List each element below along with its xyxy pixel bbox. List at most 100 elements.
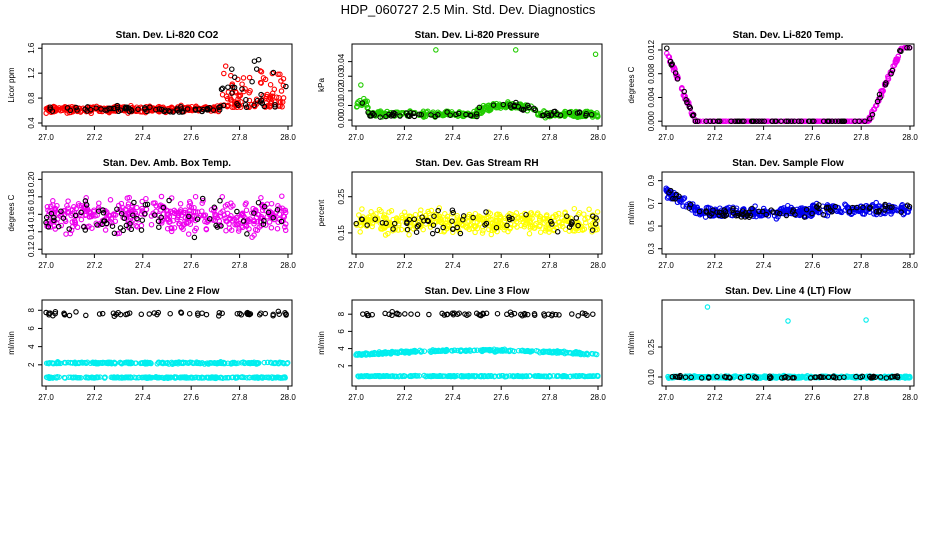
data-point-all [881, 209, 887, 216]
x-tick-label: 27.6 [805, 261, 821, 270]
data-point-all [536, 223, 543, 230]
data-point-selected [186, 213, 192, 220]
data-point-all [114, 230, 120, 237]
data-point-selected [275, 308, 282, 315]
data-point-selected [739, 208, 746, 214]
data-point-all [861, 211, 868, 217]
data-point-all [892, 58, 899, 65]
data-point-lower [43, 374, 50, 380]
data-point-selected [826, 118, 832, 124]
data-point-upper [429, 348, 436, 355]
x-tick-label: 27.0 [348, 261, 364, 270]
data-point-upper [108, 360, 115, 367]
data-point-lower [83, 374, 89, 380]
data-point-all [194, 209, 201, 215]
data-point-all [412, 219, 418, 225]
data-point-upper [364, 350, 371, 357]
data-point-all [139, 198, 145, 205]
data-point-selected [888, 71, 894, 77]
data-point-upper [138, 360, 144, 366]
data-point-selected [283, 83, 289, 90]
data-point-selected [566, 109, 573, 116]
data-point-upper [129, 360, 135, 366]
data-point-selected [102, 107, 108, 113]
data-point-all [168, 228, 175, 235]
data-point-selected [73, 104, 79, 111]
data-point-all [267, 81, 274, 88]
data-point-all [243, 222, 249, 229]
data-point-all [382, 215, 388, 221]
data-point-all [584, 215, 591, 221]
data-point-selected [414, 311, 421, 318]
data-point-all [78, 202, 85, 209]
data-point-all [866, 115, 872, 121]
data-point-selected [166, 197, 172, 204]
data-point-all [479, 108, 486, 114]
data-point-selected [490, 102, 497, 108]
data-point-selected [51, 217, 57, 224]
data-point-lower [178, 374, 184, 381]
x-tick-label: 27.8 [853, 393, 869, 402]
data-point-all [537, 214, 544, 220]
data-point-selected [249, 78, 255, 85]
data-point-selected [483, 209, 489, 215]
data-point-all [213, 212, 219, 218]
y-tick-label: 0.14 [27, 223, 36, 239]
data-point-upper [491, 346, 497, 353]
data-point-all [806, 209, 813, 216]
data-point-lower [109, 374, 116, 381]
data-point-all [379, 226, 386, 232]
data-point-all [118, 208, 125, 214]
data-point-selected [564, 213, 570, 219]
data-point-all [665, 53, 672, 59]
data-point-upper [413, 348, 420, 355]
x-tick-label: 28.0 [590, 261, 606, 270]
data-point-selected [483, 220, 490, 227]
data-point-selected [404, 226, 411, 233]
data-point-all [529, 223, 536, 230]
data-point-all [240, 75, 247, 81]
data-point-all [507, 211, 513, 217]
data-point-selected [147, 104, 153, 110]
chart-panel-3: Stan. Dev. Li-820 Temp.degrees C27.0 27.2… [627, 30, 918, 142]
data-point-all [454, 215, 460, 221]
data-point-selected [735, 118, 742, 124]
data-point-all [278, 88, 285, 94]
data-point-selected [251, 102, 257, 108]
data-point-selected [123, 222, 130, 229]
data-point-all [449, 211, 455, 217]
data-point-all [442, 211, 448, 217]
x-tick-label: 27.6 [805, 133, 821, 142]
data-point-selected [167, 310, 173, 317]
data-points [43, 56, 289, 117]
data-point-selected [142, 210, 148, 217]
data-point-all [130, 217, 136, 224]
data-point-selected [82, 198, 89, 204]
data-point-selected [83, 312, 89, 319]
chart-title: Stan. Dev. Amb. Box Temp. [103, 158, 231, 169]
data-point-all [442, 109, 448, 115]
data-point-selected [778, 118, 785, 124]
data-point-selected [759, 208, 766, 215]
data-point-all [885, 76, 892, 82]
data-point-selected [66, 312, 73, 319]
data-point-all [279, 193, 285, 199]
data-point-all [97, 221, 103, 227]
data-point-all [60, 208, 67, 214]
data-point-selected [832, 118, 839, 124]
data-point-selected [111, 105, 117, 112]
data-point-selected [590, 311, 596, 317]
data-point-all [54, 106, 60, 112]
data-point-selected [219, 85, 226, 92]
data-point-selected [867, 116, 873, 122]
data-point-all [551, 226, 557, 233]
data-point-lower [78, 375, 84, 381]
data-point-selected [904, 202, 911, 209]
data-point-all [394, 216, 400, 222]
data-point-upper [452, 347, 458, 354]
data-point-selected [353, 220, 359, 227]
data-point-all [170, 217, 177, 224]
data-point-all [86, 214, 93, 220]
x-tick-label: 27.8 [232, 393, 248, 402]
